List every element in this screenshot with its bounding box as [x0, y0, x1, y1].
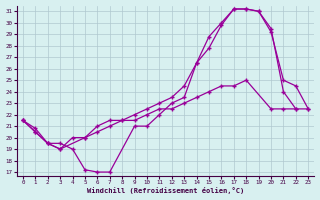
X-axis label: Windchill (Refroidissement éolien,°C): Windchill (Refroidissement éolien,°C): [87, 187, 244, 194]
